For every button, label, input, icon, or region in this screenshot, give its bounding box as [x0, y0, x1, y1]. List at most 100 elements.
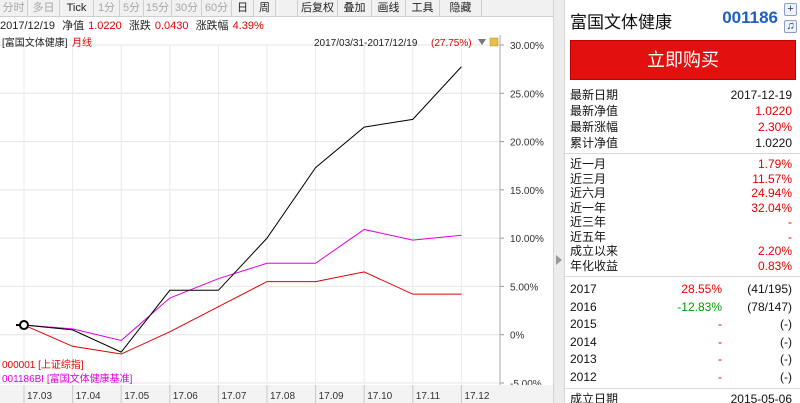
- toolbar-item-8[interactable]: 日: [232, 0, 254, 17]
- year-return: -: [718, 369, 722, 384]
- stat-label: 近三年: [570, 215, 607, 229]
- year-rank: (78/147): [747, 299, 792, 314]
- toolbar-item-5[interactable]: 15分: [144, 0, 172, 17]
- panel-splitter[interactable]: [553, 0, 565, 403]
- x-tick-label: 17.04: [76, 391, 101, 402]
- year-rank: (-): [780, 352, 792, 366]
- stat-label: 近一年: [570, 200, 607, 215]
- stat-label: 近六月: [570, 186, 607, 200]
- stat-value: 2.30%: [757, 120, 792, 134]
- change-pct-value: 4.39%: [232, 20, 264, 32]
- collapse-arrow-icon[interactable]: [556, 255, 562, 265]
- return-row: 近一年 32.04%: [570, 201, 796, 216]
- toolbar-item-7[interactable]: 60分: [202, 0, 232, 17]
- y-tick-label: 0%: [510, 331, 525, 342]
- buy-now-button[interactable]: 立即购买: [570, 40, 796, 80]
- toolbar-item-9[interactable]: 周: [254, 0, 276, 17]
- stat-label: 近五年: [570, 229, 607, 244]
- year-rank: (-): [780, 369, 792, 384]
- yearly-row: 2012 - (-): [570, 370, 796, 385]
- stat-label: 累计净值: [570, 136, 619, 150]
- toolbar-item-13[interactable]: 画线: [372, 0, 406, 17]
- year-label: 2014: [570, 334, 597, 349]
- year-return: -12.83%: [677, 299, 722, 314]
- change-pct-label: 涨跌幅: [195, 20, 229, 32]
- year-return: -: [718, 334, 722, 349]
- add-watchlist-icon[interactable]: +: [784, 3, 797, 16]
- yearly-row: 2014 - (-): [570, 335, 796, 350]
- y-tick-label: 5.00%: [510, 282, 538, 293]
- year-label: 2012: [570, 369, 597, 384]
- x-tick-label: 17.11: [416, 391, 441, 402]
- chart-toolbar: 分时 多日 Tick 1分 5分 15分 30分 60分日周 后复权 叠加 画线 工具 隐藏: [0, 0, 553, 17]
- legend-benchmark: 001186BI [富国文体健康基准]: [2, 372, 133, 385]
- stat-label: 成立以来: [570, 244, 619, 258]
- x-tick-label: 17.05: [124, 391, 149, 402]
- return-row: 近一月 1.79%: [570, 157, 796, 172]
- lock-icon: [489, 37, 499, 47]
- toolbar-item-11[interactable]: 后复权: [298, 0, 338, 17]
- stat-label: 最新涨幅: [570, 120, 619, 134]
- series-line-0: [23, 66, 462, 353]
- change-label: 涨跌: [128, 20, 151, 32]
- stat-row: 最新涨幅 2.30%: [570, 120, 796, 135]
- stat-value: 1.79%: [757, 157, 792, 171]
- inception-row: 成立日期 2015-05-06: [570, 392, 796, 403]
- stat-label: 最新日期: [570, 88, 619, 102]
- stat-value: -: [788, 229, 792, 244]
- year-rank: (-): [780, 334, 792, 349]
- legend-index: 000001 [上证综指]: [2, 358, 84, 371]
- fund-name: 富国文体健康: [570, 13, 672, 32]
- year-label: 2013: [570, 352, 597, 366]
- toolbar-item-0[interactable]: 分时: [0, 0, 28, 17]
- yearly-row: 2015 - (-): [570, 317, 796, 332]
- year-return: 28.55%: [681, 282, 722, 296]
- year-label: 2017: [570, 282, 597, 296]
- divider: [565, 153, 800, 154]
- toolbar-item-15[interactable]: 隐藏: [440, 0, 482, 17]
- toolbar-item-14[interactable]: 工具: [406, 0, 440, 17]
- yearly-row: 2013 - (-): [570, 352, 796, 367]
- quote-info-row: 2017/12/19 净值 1.0220 涨跌 0.0430 涨跌幅 4.39%: [0, 17, 553, 35]
- y-tick-label: 20.00%: [510, 138, 544, 149]
- toolbar-item-4[interactable]: 5分: [120, 0, 144, 17]
- toolbar-item-3[interactable]: 1分: [94, 0, 120, 17]
- toolbar-item-12[interactable]: 叠加: [338, 0, 372, 17]
- yearly-row: 2016 -12.83% (78/147): [570, 300, 796, 315]
- performance-chart[interactable]: 30.00% 25.00% 20.00% 15.00% 10.00% 5.00% 0% -5.…: [0, 35, 553, 403]
- return-row: 成立以来 2.20%: [570, 244, 796, 259]
- return-row: 近三年 -: [570, 215, 796, 230]
- start-point-marker: [19, 320, 29, 331]
- alert-bell-icon[interactable]: ♫: [784, 20, 797, 33]
- series-line-2: [23, 271, 462, 355]
- legend-period: 月线: [72, 36, 92, 49]
- x-tick-label: 17.12: [464, 391, 489, 402]
- toolbar-item-6[interactable]: 30分: [172, 0, 202, 17]
- year-rank: (-): [780, 317, 792, 331]
- stat-value: -: [788, 215, 792, 229]
- x-tick-label: 17.03: [27, 391, 52, 402]
- y-tick-label: 10.00%: [510, 234, 544, 245]
- range-dropdown-icon[interactable]: [478, 39, 486, 45]
- return-row: 近五年 -: [570, 230, 796, 245]
- stat-value: 1.0220: [755, 136, 792, 150]
- stat-label: 近三月: [570, 171, 607, 186]
- x-axis-bar: [0, 385, 553, 403]
- inception-value: 2015-05-06: [730, 392, 792, 403]
- chart-panel[interactable]: 30.00% 25.00% 20.00% 15.00% 10.00% 5.00% 0% -5.…: [0, 35, 553, 403]
- return-row: 近三月 11.57%: [570, 172, 796, 187]
- stat-row: 累计净值 1.0220: [570, 136, 796, 151]
- return-row: 年化收益 0.83%: [570, 259, 796, 274]
- toolbar-item-10[interactable]: [276, 0, 298, 17]
- chart-range-pct: (27.75%): [431, 38, 472, 49]
- toolbar-item-1[interactable]: 多日: [28, 0, 60, 17]
- chart-range-text: 2017/03/31-2017/12/19: [314, 38, 418, 49]
- stat-value: 32.04%: [751, 200, 792, 215]
- toolbar-item-2[interactable]: Tick: [60, 0, 94, 17]
- stat-value: 0.83%: [757, 258, 792, 273]
- x-tick-label: 17.10: [367, 391, 392, 402]
- stat-label: 近一月: [570, 157, 607, 171]
- change-value: 0.0430: [154, 20, 189, 32]
- y-tick-label: -5.00%: [510, 379, 542, 390]
- legend-fund-name: [富国文体健康]: [2, 36, 68, 49]
